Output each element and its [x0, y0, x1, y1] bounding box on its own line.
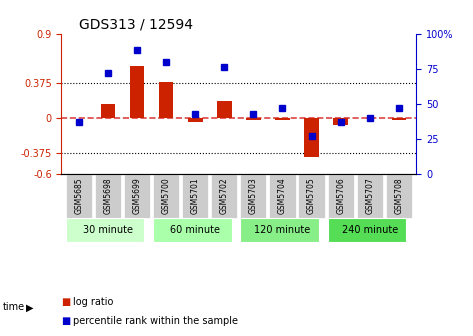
- Text: percentile rank within the sample: percentile rank within the sample: [73, 316, 238, 326]
- Text: GSM5699: GSM5699: [132, 177, 141, 214]
- Bar: [333, 118, 348, 125]
- Text: GSM5698: GSM5698: [104, 177, 113, 214]
- FancyBboxPatch shape: [66, 218, 144, 242]
- Bar: [246, 118, 261, 120]
- FancyBboxPatch shape: [270, 174, 296, 218]
- Text: GSM5708: GSM5708: [394, 177, 403, 214]
- Text: GDS313 / 12594: GDS313 / 12594: [79, 17, 193, 31]
- Text: ■: ■: [61, 316, 71, 326]
- Bar: [392, 118, 406, 120]
- FancyBboxPatch shape: [153, 174, 179, 218]
- FancyBboxPatch shape: [357, 174, 383, 218]
- FancyBboxPatch shape: [153, 218, 232, 242]
- FancyBboxPatch shape: [328, 174, 354, 218]
- Text: GSM5704: GSM5704: [278, 177, 287, 214]
- FancyBboxPatch shape: [182, 174, 208, 218]
- Bar: [188, 118, 202, 122]
- Bar: [275, 118, 290, 120]
- FancyBboxPatch shape: [240, 174, 266, 218]
- Text: GSM5706: GSM5706: [336, 177, 345, 214]
- Text: log ratio: log ratio: [73, 297, 114, 307]
- Text: GSM5703: GSM5703: [249, 177, 258, 214]
- FancyBboxPatch shape: [66, 174, 92, 218]
- Bar: [217, 101, 232, 118]
- Text: GSM5705: GSM5705: [307, 177, 316, 214]
- Text: ▶: ▶: [26, 302, 34, 312]
- Text: GSM5700: GSM5700: [162, 177, 171, 214]
- FancyBboxPatch shape: [211, 174, 237, 218]
- Text: GSM5707: GSM5707: [365, 177, 374, 214]
- Text: time: time: [2, 302, 25, 312]
- FancyBboxPatch shape: [124, 174, 150, 218]
- Text: GSM5701: GSM5701: [191, 177, 200, 214]
- Text: GSM5702: GSM5702: [220, 177, 229, 214]
- Text: 240 minute: 240 minute: [342, 225, 398, 235]
- Bar: [130, 66, 144, 118]
- Text: 60 minute: 60 minute: [170, 225, 220, 235]
- FancyBboxPatch shape: [240, 218, 319, 242]
- Bar: [304, 118, 319, 157]
- Text: GSM5685: GSM5685: [74, 177, 83, 214]
- Text: 120 minute: 120 minute: [254, 225, 311, 235]
- Bar: [159, 82, 174, 118]
- Text: 30 minute: 30 minute: [83, 225, 133, 235]
- FancyBboxPatch shape: [95, 174, 121, 218]
- FancyBboxPatch shape: [328, 218, 406, 242]
- FancyBboxPatch shape: [385, 174, 412, 218]
- Bar: [101, 104, 115, 118]
- FancyBboxPatch shape: [298, 174, 324, 218]
- Text: ■: ■: [61, 297, 71, 307]
